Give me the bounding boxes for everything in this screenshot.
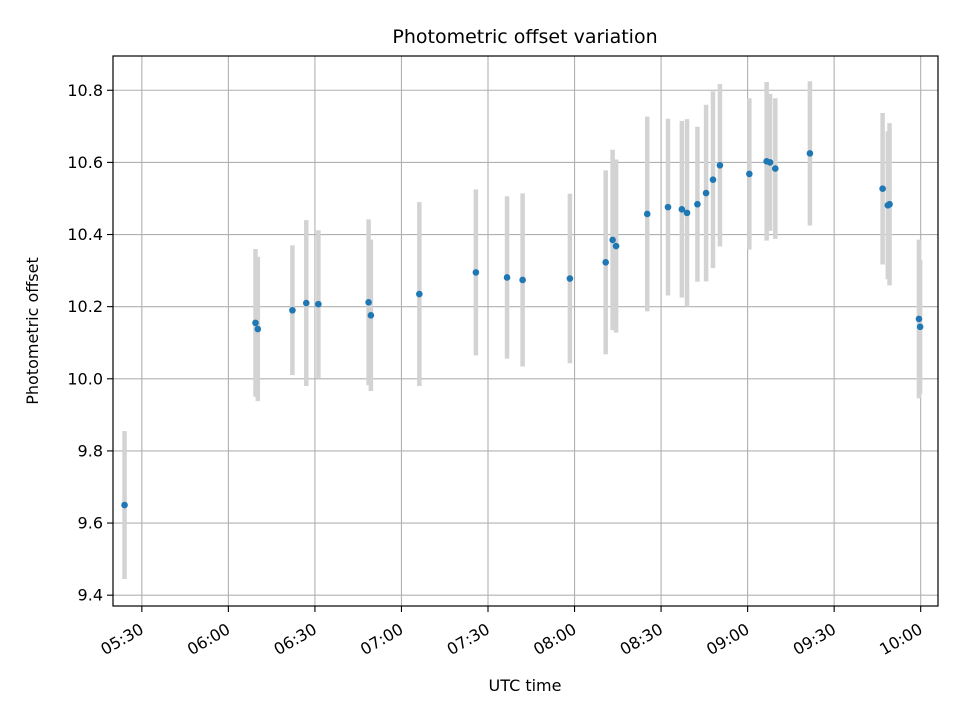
data-point xyxy=(664,203,672,211)
data-point xyxy=(416,290,423,298)
data-point xyxy=(302,299,310,307)
data-point xyxy=(879,185,886,193)
data-point xyxy=(886,200,893,208)
y-tick-label: 9.6 xyxy=(78,514,103,533)
y-tick-label: 9.4 xyxy=(78,586,103,605)
data-point xyxy=(806,150,814,157)
data-point xyxy=(643,210,651,218)
data-point xyxy=(121,501,128,509)
data-point xyxy=(612,242,620,250)
data-point xyxy=(702,189,710,197)
data-point xyxy=(289,306,296,314)
data-point xyxy=(365,299,372,306)
data-point xyxy=(519,276,526,284)
y-axis: 9.4 9.6 9.8 10.0 10.2 10.4 10.6 10.8 xyxy=(67,81,113,605)
data-point xyxy=(602,258,609,266)
data-point xyxy=(772,165,779,172)
data-point xyxy=(915,315,923,323)
y-tick-label: 10.8 xyxy=(67,81,103,100)
data-point xyxy=(683,209,691,217)
data-point xyxy=(367,312,375,319)
y-tick-label: 10.6 xyxy=(67,153,103,172)
data-point xyxy=(716,161,724,169)
data-point xyxy=(694,200,701,208)
y-tick-label: 9.8 xyxy=(78,441,103,460)
data-point xyxy=(254,325,262,333)
data-point xyxy=(746,170,753,178)
data-point xyxy=(315,300,322,308)
chart-title: Photometric offset variation xyxy=(392,26,657,48)
data-point xyxy=(766,159,774,166)
data-point xyxy=(678,205,686,213)
data-point xyxy=(503,274,511,281)
y-tick-label: 10.0 xyxy=(67,369,103,388)
data-point xyxy=(252,319,259,327)
y-tick-label: 10.4 xyxy=(67,225,103,244)
y-axis-title: Photometric offset xyxy=(23,257,42,405)
plot-frame xyxy=(112,55,939,607)
grid xyxy=(113,56,938,606)
data-point xyxy=(472,269,480,276)
data-point xyxy=(709,176,717,184)
data-point xyxy=(566,275,574,282)
data-points xyxy=(121,150,924,509)
x-axis-title: UTC time xyxy=(489,676,562,695)
y-tick-label: 10.2 xyxy=(67,297,103,316)
data-point xyxy=(916,323,924,331)
data-point xyxy=(609,236,616,244)
